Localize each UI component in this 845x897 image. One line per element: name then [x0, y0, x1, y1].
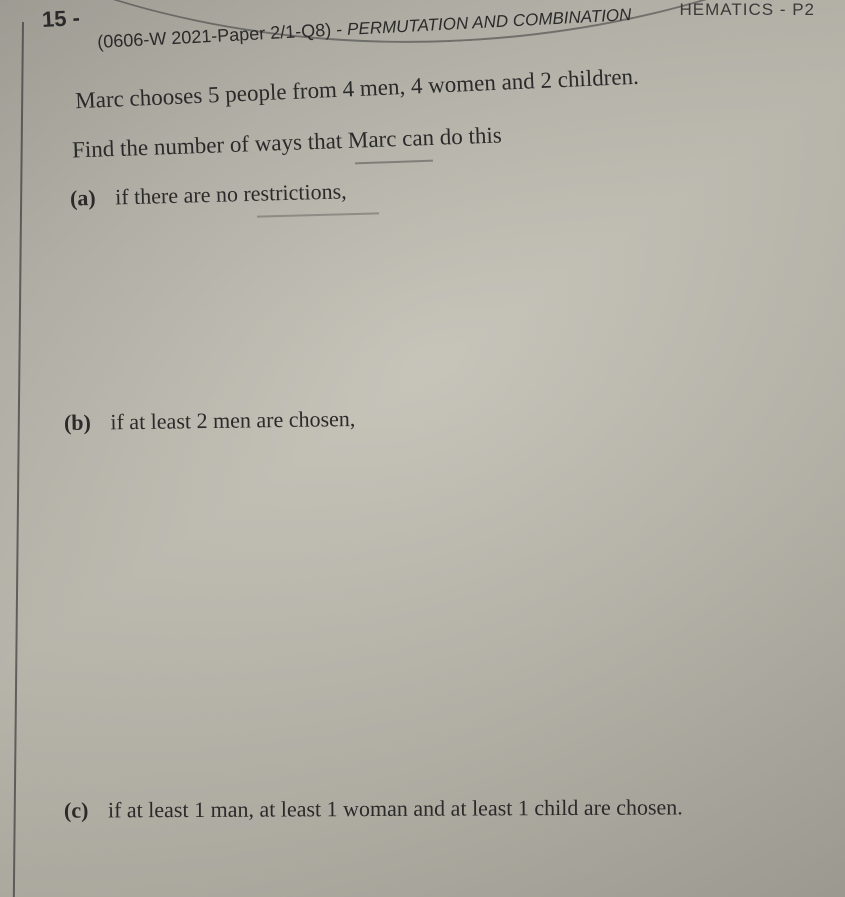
page-header-subject: HEMATICS - P2	[680, 0, 815, 20]
part-c-text: if at least 1 man, at least 1 woman and …	[108, 794, 683, 822]
part-b: (b) if at least 2 men are chosen,	[64, 406, 356, 436]
question-number: 15 -	[41, 5, 80, 33]
part-c-label: (c)	[64, 797, 89, 822]
part-b-label: (b)	[64, 410, 91, 435]
part-b-text: if at least 2 men are chosen,	[110, 406, 355, 434]
part-a-label: (a)	[70, 185, 96, 211]
part-c: (c) if at least 1 man, at least 1 woman …	[64, 794, 683, 823]
part-a-text: if there are no restrictions,	[115, 178, 347, 209]
